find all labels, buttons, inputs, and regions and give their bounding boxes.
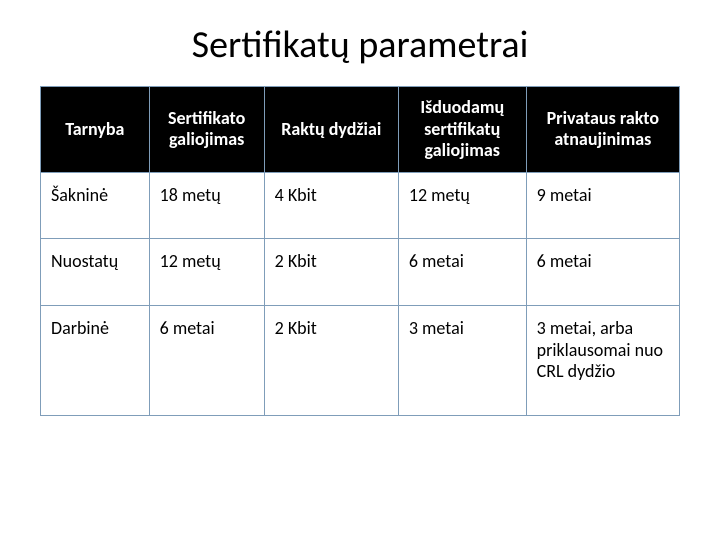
- page-title: Sertifikatų parametrai: [40, 22, 680, 68]
- slide: Sertifikatų parametrai Tarnyba Sertifika…: [0, 0, 720, 540]
- col-header-isduodamu-galiojimas: Išduodamų sertifikatų galiojimas: [398, 87, 526, 173]
- cell: 3 metai: [398, 305, 526, 415]
- table-header-row: Tarnyba Sertifikato galiojimas Raktų dyd…: [41, 87, 680, 173]
- cell: 4 Kbit: [264, 172, 398, 239]
- col-header-raktu-dydziai: Raktų dydžiai: [264, 87, 398, 173]
- cell: Nuostatų: [41, 239, 150, 306]
- cell: 12 metų: [149, 239, 264, 306]
- col-header-tarnyba: Tarnyba: [41, 87, 150, 173]
- cell: 9 metai: [526, 172, 679, 239]
- cell: Šakninė: [41, 172, 150, 239]
- cell: 6 metai: [149, 305, 264, 415]
- cell: 6 metai: [398, 239, 526, 306]
- cell: 2 Kbit: [264, 239, 398, 306]
- cell: 3 metai, arba priklausomai nuo CRL dydži…: [526, 305, 679, 415]
- table-row: Darbinė 6 metai 2 Kbit 3 metai 3 metai, …: [41, 305, 680, 415]
- parameters-table: Tarnyba Sertifikato galiojimas Raktų dyd…: [40, 86, 680, 416]
- col-header-sertifikato-galiojimas: Sertifikato galiojimas: [149, 87, 264, 173]
- col-header-privataus-rakto: Privataus rakto atnaujinimas: [526, 87, 679, 173]
- table-row: Šakninė 18 metų 4 Kbit 12 metų 9 metai: [41, 172, 680, 239]
- cell: 6 metai: [526, 239, 679, 306]
- cell: 2 Kbit: [264, 305, 398, 415]
- cell: Darbinė: [41, 305, 150, 415]
- cell: 12 metų: [398, 172, 526, 239]
- cell: 18 metų: [149, 172, 264, 239]
- table-row: Nuostatų 12 metų 2 Kbit 6 metai 6 metai: [41, 239, 680, 306]
